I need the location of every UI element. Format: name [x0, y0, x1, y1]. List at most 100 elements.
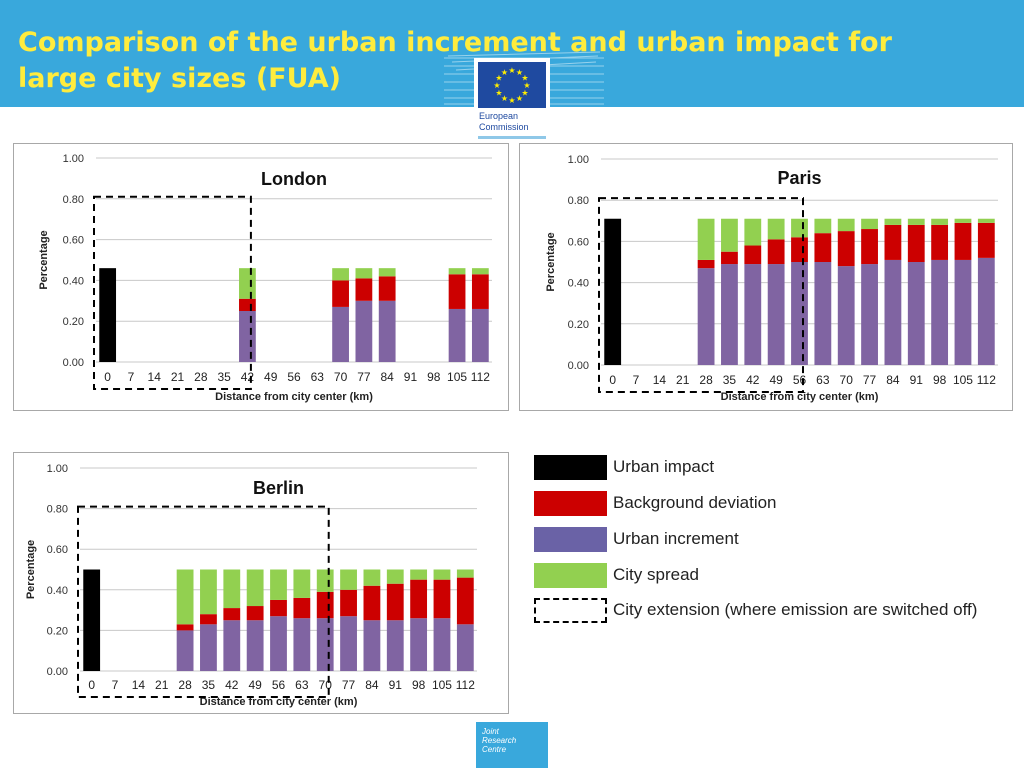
y-axis-label: Percentage: [25, 540, 37, 599]
x-tick-label: 7: [112, 678, 119, 692]
y-tick-label: 0.40: [47, 585, 68, 597]
x-tick-label: 84: [886, 373, 900, 387]
x-tick-label: 63: [311, 370, 325, 384]
x-tick-label: 14: [148, 370, 162, 384]
bar-urban-increment: [884, 259, 902, 365]
x-tick-label: 105: [432, 678, 452, 692]
bar-background-deviation: [433, 579, 451, 619]
legend-item-city-extension: City extension (where emission are switc…: [532, 595, 1012, 623]
eu-star-icon: ★: [523, 81, 530, 90]
eu-star-icon: ★: [501, 68, 508, 77]
bar-city-spread: [456, 569, 474, 578]
x-tick-label: 77: [357, 370, 371, 384]
y-axis-label: Percentage: [545, 232, 557, 291]
bar-city-spread: [861, 218, 878, 230]
bar-city-spread: [791, 218, 808, 238]
x-tick-label: 35: [202, 678, 216, 692]
bar-background-deviation: [791, 237, 808, 262]
eu-star-icon: ★: [516, 94, 523, 103]
bar-urban-impact: [83, 569, 101, 671]
x-tick-label: 7: [633, 373, 640, 387]
bar-urban-increment: [767, 264, 785, 365]
y-tick-label: 1.00: [47, 463, 68, 475]
bar-background-deviation: [721, 251, 738, 265]
bar-city-spread: [744, 218, 762, 246]
y-tick-label: 0.40: [568, 278, 589, 290]
bar-background-deviation: [861, 229, 878, 265]
legend-label: City spread: [613, 565, 699, 584]
chart-berlin: 0.00 0.20 0.40 0.60 0.80 1.00 0 7 14 21 28 35 42 49 56…: [25, 463, 477, 708]
bar-urban-increment: [200, 624, 217, 671]
x-tick-label: 112: [471, 370, 490, 384]
bar-background-deviation: [471, 274, 489, 309]
x-tick-label: 49: [248, 678, 262, 692]
x-tick-label: 77: [342, 678, 356, 692]
bar-city-spread: [767, 218, 785, 240]
bar-city-spread: [721, 218, 738, 252]
x-tick-label: 56: [272, 678, 286, 692]
chart-panel-london: 0.00 0.20 0.40 0.60 0.80 1.00 0 7 14 21 28 35 42 49 56…: [13, 143, 509, 411]
bar-background-deviation: [246, 606, 264, 621]
eu-star-icon: ★: [493, 81, 500, 90]
bar-city-spread: [246, 569, 264, 607]
bar-background-deviation: [448, 274, 466, 309]
bar-urban-increment: [270, 616, 287, 671]
bar-city-spread: [471, 268, 489, 275]
bar-urban-increment: [907, 262, 925, 365]
bar-background-deviation: [410, 579, 428, 619]
bar-urban-increment: [697, 268, 715, 365]
x-tick-label: 7: [128, 370, 135, 384]
bar-urban-impact: [99, 268, 117, 362]
bar-city-spread: [332, 268, 349, 281]
bar-urban-increment: [293, 618, 311, 671]
bar-background-deviation: [907, 224, 925, 262]
bar-urban-increment: [433, 618, 451, 671]
x-tick-label: 21: [171, 370, 185, 384]
bar-background-deviation: [363, 585, 381, 621]
legend-label: City extension (where emission are switc…: [613, 600, 978, 619]
eu-logo-line-2: Commission: [479, 122, 529, 132]
bar-city-spread: [378, 268, 396, 277]
city-extension-box: [598, 197, 805, 393]
legend-item-background-deviation: Background deviation: [532, 488, 1012, 516]
y-tick-label: 0.80: [63, 194, 84, 206]
bar-city-spread: [270, 569, 287, 600]
bar-city-spread: [954, 218, 972, 223]
bar-city-spread: [293, 569, 311, 598]
x-tick-label: 112: [456, 678, 475, 692]
bar-background-deviation: [884, 224, 902, 260]
bar-urban-increment: [223, 620, 241, 671]
bar-city-spread: [931, 218, 949, 225]
y-tick-label: 0.80: [47, 504, 68, 516]
bar-city-spread: [223, 569, 241, 609]
legend: Urban impact Background deviation Urban …: [532, 450, 1012, 630]
x-tick-label: 91: [389, 678, 403, 692]
x-tick-label: 70: [319, 678, 333, 692]
x-axis-label: Distance from city center (km): [215, 391, 373, 403]
bar-urban-increment: [316, 618, 334, 671]
x-tick-label: 0: [88, 678, 95, 692]
x-tick-label: 98: [933, 373, 947, 387]
y-tick-label: 0.80: [568, 195, 589, 207]
x-tick-label: 70: [334, 370, 348, 384]
legend-label: Urban increment: [613, 529, 739, 548]
y-tick-label: 0.00: [568, 360, 589, 372]
y-tick-label: 0.60: [47, 544, 68, 556]
bar-urban-increment: [355, 300, 373, 362]
eu-star-icon: ★: [516, 68, 523, 77]
legend-swatch-background-deviation: [534, 491, 607, 516]
y-tick-label: 0.20: [568, 319, 589, 331]
x-tick-label: 70: [840, 373, 854, 387]
bar-background-deviation: [767, 239, 785, 265]
title-line-2: large city sizes (FUA): [18, 63, 341, 94]
bar-urban-increment: [246, 620, 264, 671]
bar-city-spread: [907, 218, 925, 225]
x-tick-label: 49: [769, 373, 783, 387]
chart-panel-berlin: 0.00 0.20 0.40 0.60 0.80 1.00 0 7 14 21 28 35 42 49 56…: [13, 452, 509, 714]
eu-logo-text: European Commission: [479, 111, 529, 133]
legend-label: Urban impact: [613, 457, 715, 476]
y-tick-label: 0.00: [47, 666, 68, 678]
title-line-1: Comparison of the urban increment and ur…: [18, 27, 892, 58]
bar-urban-increment: [837, 266, 855, 365]
bar-background-deviation: [931, 224, 949, 260]
